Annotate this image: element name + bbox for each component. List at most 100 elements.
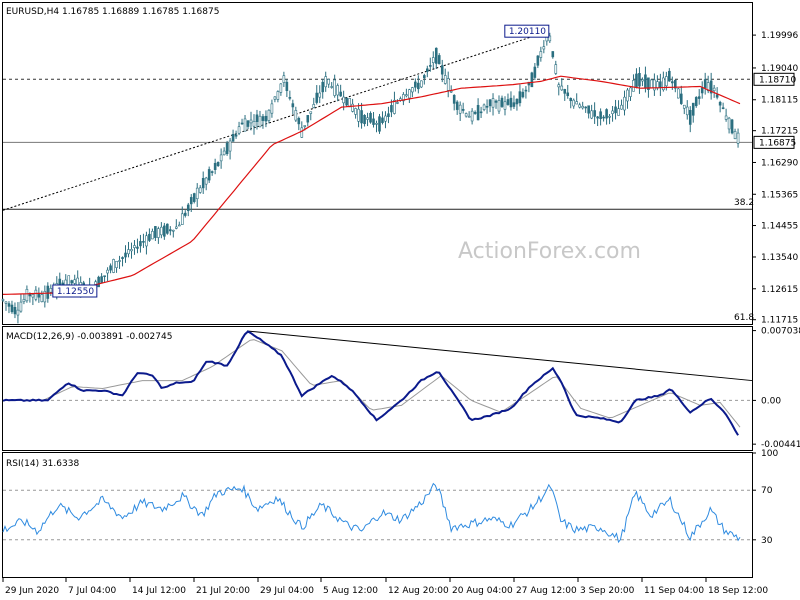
- x-tick-label: 12 Aug 20:00: [388, 586, 449, 596]
- candle-body: [157, 228, 160, 238]
- candle-body: [521, 91, 525, 98]
- candle-body: [727, 117, 731, 130]
- candle-body: [417, 82, 420, 90]
- candle-body: [635, 73, 638, 87]
- candle-body: [375, 122, 378, 125]
- macd-panel-frame: [2, 326, 753, 451]
- price-y-tick-label: 1.15365: [761, 190, 798, 200]
- candle-body: [100, 276, 103, 283]
- candle-body: [390, 105, 393, 113]
- candle-body: [163, 225, 166, 237]
- candle-body: [617, 108, 620, 116]
- candle-body: [641, 79, 644, 82]
- candle-body: [312, 104, 316, 108]
- candle-body: [109, 265, 112, 271]
- candle-body: [291, 103, 295, 108]
- candle-body: [261, 116, 265, 121]
- candle-body: [536, 55, 540, 66]
- price-layer: 1.19996 1.19040 1.18115 1.17215 1.16290 1.153…: [1, 24, 798, 326]
- candle-body: [324, 76, 328, 88]
- macd-panel-title: MACD(12,26,9) -0.003891 -0.002745: [6, 332, 172, 342]
- candle-body: [303, 125, 307, 127]
- candle-body: [387, 113, 390, 117]
- candle-body: [294, 110, 298, 121]
- candle-body: [40, 294, 44, 302]
- candle-body: [142, 241, 145, 243]
- candle-body: [207, 169, 211, 181]
- candle-body: [273, 96, 277, 100]
- candle-body: [479, 111, 483, 114]
- candle-body: [539, 51, 543, 58]
- candle-body: [679, 93, 683, 104]
- candle-body: [118, 260, 121, 262]
- candle-body: [366, 117, 369, 120]
- price-panel-title: EURUSD,H4 1.16785 1.16889 1.16785 1.1687…: [6, 7, 219, 17]
- price-level-box: [753, 135, 795, 149]
- candle-body: [124, 252, 127, 258]
- candle-body: [237, 126, 241, 134]
- x-tick-label: 5 Aug 12:00: [323, 586, 378, 596]
- candle-body: [255, 114, 259, 123]
- candle-body: [381, 117, 384, 123]
- candle-body: [524, 89, 528, 92]
- candle-body: [464, 113, 468, 117]
- candle-body: [694, 97, 698, 107]
- candle-body: [351, 103, 354, 112]
- candle-body: [19, 301, 23, 312]
- candle-body: [515, 98, 519, 105]
- candle-body: [16, 309, 20, 316]
- candle-body: [473, 111, 477, 114]
- macd-signal-line: [3, 339, 741, 428]
- price-panel-frame: [2, 2, 753, 325]
- candle-body: [276, 91, 280, 100]
- candle-body: [43, 291, 47, 303]
- price-level-box: [753, 72, 795, 86]
- candle-body: [204, 177, 208, 185]
- x-tick-label: 3 Sep 20:00: [580, 586, 635, 596]
- candle-body: [665, 76, 668, 87]
- x-tick-label: 14 Jul 12:00: [132, 586, 186, 596]
- candle-body: [668, 70, 671, 82]
- candle-body: [249, 119, 253, 124]
- candle-body: [724, 115, 728, 120]
- candle-body: [1, 299, 5, 301]
- candle-body: [485, 105, 489, 108]
- candle-body: [659, 81, 662, 89]
- candle-body: [25, 288, 29, 302]
- price-y-tick-label: 1.13540: [761, 253, 798, 263]
- candle-body: [647, 77, 650, 90]
- candle-body: [569, 98, 573, 102]
- candle-body: [228, 140, 232, 152]
- candle-body: [216, 161, 220, 167]
- candle-body: [321, 81, 325, 93]
- candle-body: [512, 102, 516, 107]
- candle-body: [611, 110, 614, 114]
- candle-body: [177, 224, 181, 227]
- candle-body: [13, 306, 17, 315]
- candle-body: [327, 79, 330, 85]
- candle-body: [201, 178, 205, 189]
- candle-body: [411, 87, 414, 93]
- candle-body: [488, 99, 492, 107]
- candle-body: [599, 111, 602, 119]
- x-tick-label: 29 Jun 2020: [5, 586, 59, 596]
- candle-body: [620, 104, 623, 110]
- candle-body: [408, 89, 411, 99]
- candle-body: [650, 79, 653, 89]
- candle-body: [674, 79, 677, 89]
- candle-body: [602, 116, 605, 119]
- price-trendline: [2, 30, 549, 211]
- candle-body: [240, 122, 244, 125]
- candle-body: [405, 94, 408, 97]
- candle-body: [225, 142, 229, 155]
- x-tick-label: 21 Jul 20:00: [196, 586, 250, 596]
- candle-body: [494, 100, 498, 103]
- candle-body: [608, 115, 611, 118]
- price-y-tick-label: 1.11715: [761, 316, 798, 326]
- candle-body: [106, 269, 109, 274]
- candle-body: [590, 110, 593, 119]
- candle-body: [357, 108, 360, 122]
- x-tick-label: 27 Aug 12:00: [516, 586, 577, 596]
- candle-body: [70, 280, 74, 284]
